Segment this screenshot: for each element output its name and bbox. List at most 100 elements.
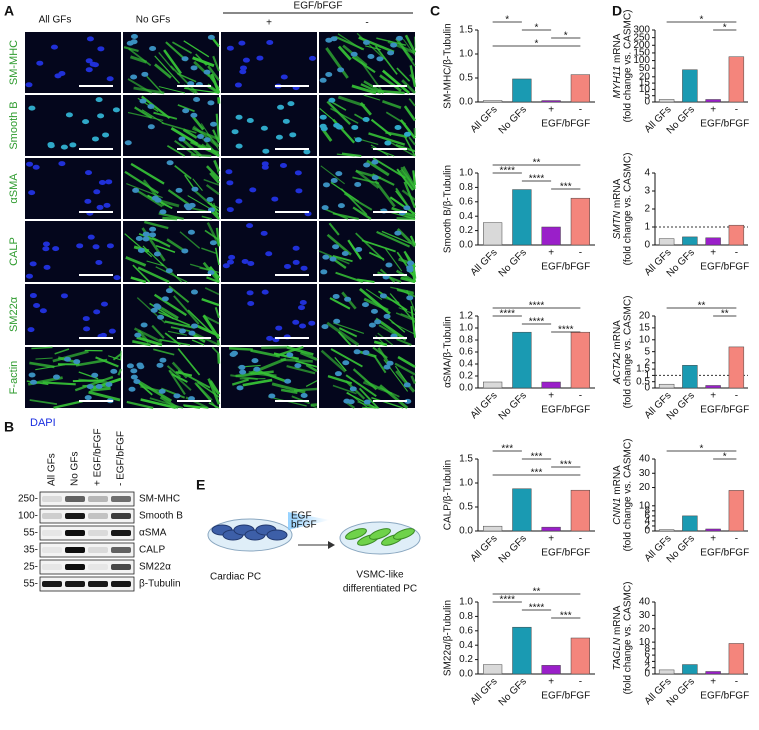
fiber — [170, 65, 198, 94]
nucleus — [25, 82, 33, 88]
y-tick-label: 15 — [639, 78, 651, 89]
fiber — [154, 55, 180, 84]
significance: * — [535, 23, 539, 34]
y-tick-label: 2 — [644, 204, 650, 215]
fiber — [124, 233, 153, 258]
nucleus — [142, 231, 150, 237]
nucleus — [308, 55, 316, 61]
nucleus — [134, 332, 142, 338]
fiber — [381, 99, 402, 109]
nucleus — [287, 101, 295, 107]
fiber — [88, 390, 121, 402]
fiber — [155, 244, 176, 253]
x-tick-label: - — [579, 105, 582, 116]
fiber — [333, 322, 365, 335]
fiber — [332, 384, 357, 395]
fiber — [205, 184, 220, 196]
bar — [682, 69, 698, 103]
nucleus — [36, 60, 44, 66]
fiber — [404, 34, 417, 54]
nucleus — [165, 288, 173, 294]
bar — [541, 226, 561, 246]
blot-band — [111, 530, 131, 536]
fiber — [174, 164, 192, 180]
significance: **** — [499, 595, 515, 606]
fiber — [398, 307, 416, 316]
fiber — [360, 83, 382, 95]
micrograph-bg — [25, 158, 121, 219]
cell — [345, 528, 367, 540]
fiber — [365, 45, 381, 51]
micrograph — [123, 95, 221, 158]
nucleus — [350, 51, 358, 57]
fiber — [347, 391, 369, 409]
fiber — [362, 406, 380, 409]
fiber — [134, 106, 153, 119]
fiber — [124, 170, 159, 195]
nucleus — [322, 254, 330, 260]
nucleus — [341, 251, 349, 257]
nucleus — [362, 350, 370, 356]
nucleus — [246, 117, 254, 123]
blot-band — [111, 513, 131, 519]
nucleus — [207, 34, 215, 40]
fiber — [325, 208, 349, 220]
micrograph — [221, 95, 317, 156]
fiber — [295, 360, 318, 368]
nucleus — [344, 296, 352, 302]
fiber — [183, 404, 201, 409]
nucleus — [149, 226, 157, 232]
nucleus — [374, 319, 382, 325]
fiber — [337, 45, 352, 61]
nucleus — [140, 322, 148, 328]
blot-strip — [39, 525, 135, 541]
fiber — [345, 374, 377, 398]
y-tick-label: 0.0 — [459, 97, 473, 108]
fiber — [35, 364, 66, 371]
nucleus — [153, 251, 161, 257]
nucleus — [97, 46, 105, 52]
fiber — [231, 378, 249, 386]
nucleus — [329, 256, 337, 262]
fiber — [374, 45, 398, 75]
nucleus — [190, 289, 198, 295]
fiber — [72, 379, 105, 383]
x-tick-label: All GFs — [469, 533, 500, 564]
x-tick-label: + — [710, 391, 716, 402]
fiber — [214, 307, 220, 319]
y-tick-label: 10 — [639, 500, 651, 511]
nucleus — [226, 207, 234, 213]
nucleus — [379, 293, 387, 299]
nucleus — [230, 350, 238, 356]
lane-label: No GFs — [70, 452, 81, 486]
bar — [682, 365, 698, 389]
nucleus — [286, 352, 294, 358]
y-tick-label: 0.6 — [459, 347, 473, 358]
y-axis-label: αSMA/β-Tubulin — [443, 316, 454, 388]
micrograph — [221, 158, 317, 219]
nucleus — [266, 335, 274, 341]
nucleus — [226, 180, 234, 186]
nucleus — [130, 74, 138, 80]
significance: * — [723, 23, 727, 34]
y-tick-label: 0 — [644, 240, 650, 251]
fiber — [337, 33, 363, 51]
fiber — [143, 220, 169, 230]
nucleus — [25, 273, 33, 279]
fiber — [146, 75, 163, 94]
nucleus — [130, 34, 138, 40]
micrograph — [25, 346, 122, 409]
bar — [728, 490, 745, 532]
bar — [483, 525, 503, 532]
fiber — [151, 236, 171, 248]
fiber — [403, 105, 417, 122]
fiber — [132, 264, 151, 283]
nucleus — [265, 251, 273, 257]
nucleus — [367, 54, 375, 60]
nucleus — [387, 50, 395, 56]
fiber — [330, 181, 360, 203]
nucleus — [178, 328, 186, 334]
x-tick-label: No GFs — [497, 247, 529, 279]
fiber — [207, 201, 220, 212]
